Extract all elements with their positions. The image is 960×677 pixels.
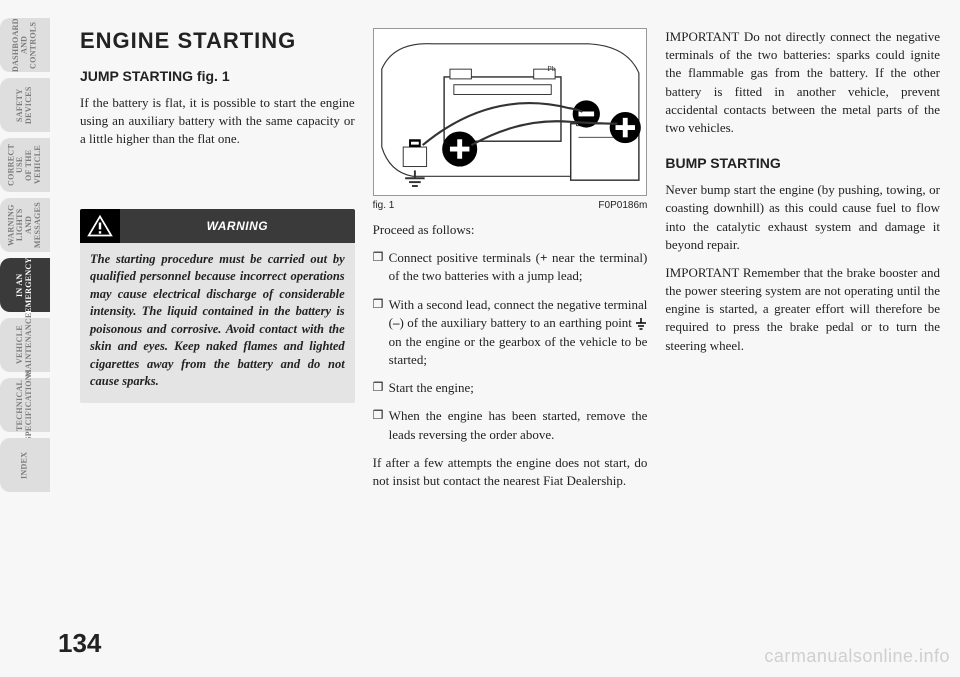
tab-index[interactable]: INDEX	[0, 438, 50, 492]
proceed-label: Proceed as follows:	[373, 221, 648, 239]
after-attempts: If after a few attempts the engine does …	[373, 454, 648, 490]
warning-title: WARNING	[120, 209, 355, 243]
column-3: IMPORTANT Do not directly connect the ne…	[665, 28, 940, 627]
step2-text-b: ) of the auxiliary battery to an earthin…	[400, 315, 636, 330]
procedure-step-3: Start the engine;	[373, 379, 648, 397]
intro-paragraph: If the battery is flat, it is possible t…	[80, 94, 355, 149]
warning-box: WARNING The starting procedure must be c…	[80, 209, 355, 403]
page-number: 134	[58, 628, 101, 659]
step2-text-c: on the engine or the gearbox of the vehi…	[389, 334, 648, 367]
ground-icon	[635, 315, 647, 333]
subheading-jump-starting: JUMP STARTING fig. 1	[80, 68, 355, 84]
figure-code: F0P0186m	[598, 200, 647, 211]
tab-warning-lights[interactable]: WARNING LIGHTS AND MESSAGES	[0, 198, 50, 252]
important-note-1: IMPORTANT Do not directly connect the ne…	[665, 28, 940, 137]
important-note-2: IMPORTANT Remember that the brake booste…	[665, 264, 940, 355]
step1-text-a: Connect positive terminals (	[389, 250, 540, 265]
tab-tech-specs[interactable]: TECHNICAL SPECIFICATIONS	[0, 378, 50, 432]
section-tabs: DASHBOARD AND CONTROLS SAFETY DEVICES CO…	[0, 18, 50, 492]
warning-header: WARNING	[80, 209, 355, 243]
svg-text:Pb: Pb	[547, 64, 555, 73]
column-1: ENGINE STARTING JUMP STARTING fig. 1 If …	[80, 28, 355, 627]
procedure-step-1: Connect positive terminals (+ near the t…	[373, 249, 648, 285]
subheading-bump-starting: BUMP STARTING	[665, 155, 940, 171]
manual-page: DASHBOARD AND CONTROLS SAFETY DEVICES CO…	[0, 0, 960, 677]
column-2: Pb	[373, 28, 648, 627]
watermark: carmanualsonline.info	[764, 646, 950, 667]
tab-dashboard[interactable]: DASHBOARD AND CONTROLS	[0, 18, 50, 72]
warning-body: The starting procedure must be carried o…	[80, 243, 355, 403]
figure-jump-start: Pb	[373, 28, 648, 196]
tab-safety[interactable]: SAFETY DEVICES	[0, 78, 50, 132]
figure-label: fig. 1	[373, 200, 395, 211]
procedure-list: Connect positive terminals (+ near the t…	[373, 249, 648, 444]
content-columns: ENGINE STARTING JUMP STARTING fig. 1 If …	[80, 28, 940, 627]
tab-correct-use[interactable]: CORRECT USE OF THE VEHICLE	[0, 138, 50, 192]
procedure-step-2: With a second lead, connect the negative…	[373, 296, 648, 370]
bump-paragraph: Never bump start the engine (by pushing,…	[665, 181, 940, 254]
section-heading: ENGINE STARTING	[80, 28, 355, 54]
warning-triangle-icon	[80, 209, 120, 243]
procedure-step-4: When the engine has been started, re­mov…	[373, 407, 648, 443]
tab-maintenance[interactable]: VEHICLE MAINTENANCE	[0, 318, 50, 372]
tab-emergency[interactable]: IN AN EMERGENCY	[0, 258, 50, 312]
figure-caption: fig. 1 F0P0186m	[373, 200, 648, 211]
